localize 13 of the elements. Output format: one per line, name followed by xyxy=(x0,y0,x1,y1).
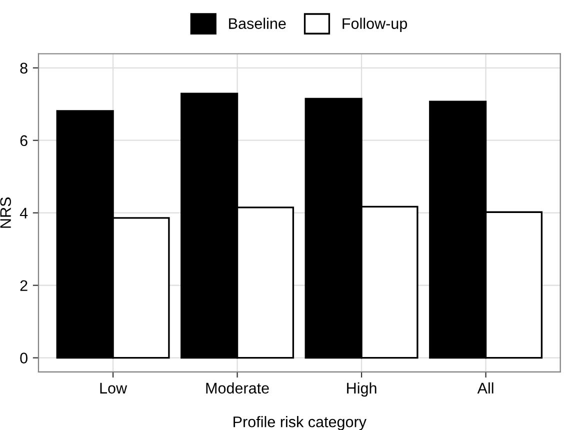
x-axis-title: Profile risk category xyxy=(234,416,366,430)
x-tick-label: All xyxy=(477,382,494,394)
x-tick-label: High xyxy=(347,382,376,397)
y-tick-label: 8 xyxy=(20,62,28,74)
legend-label: Baseline xyxy=(229,18,286,29)
y-tick-label: 2 xyxy=(20,280,28,291)
legend-label: Follow-up xyxy=(342,18,408,32)
y-axis-title: NRS xyxy=(0,197,11,228)
y-tick-label: 4 xyxy=(20,208,28,218)
x-tick-label: Low xyxy=(100,382,128,394)
y-tick-label: 6 xyxy=(20,135,28,146)
x-tick-label: Moderate xyxy=(206,382,269,394)
y-tick-label: 0 xyxy=(20,352,28,364)
